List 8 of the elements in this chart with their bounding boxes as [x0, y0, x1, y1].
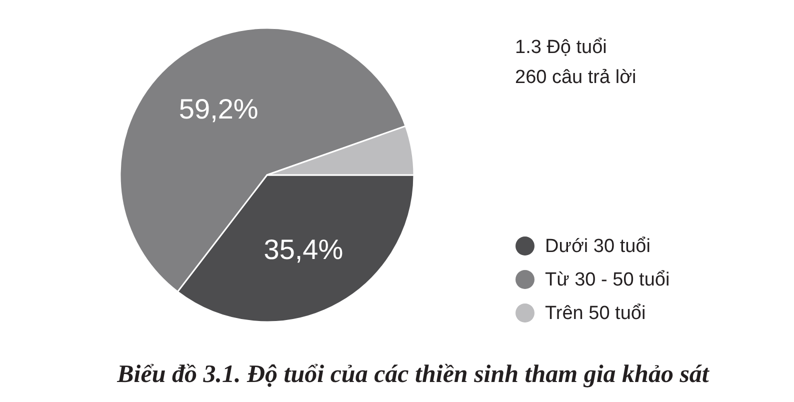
text: Biểu đồ 3.1. Độ tuổi của các thiền sinh tham gia khảo sát [116, 361, 710, 388]
data-label: 35,4% [264, 233, 344, 264]
legend-label: Từ 30 - 50 tuổi [545, 269, 670, 290]
legend-label: Trên 50 tuổi [545, 302, 646, 324]
text: 260 câu trả lời [515, 67, 636, 88]
data-label: 59,2% [178, 92, 258, 124]
legend-label: Dưới 30 tuổi [545, 236, 650, 256]
chart-title: 1.3 Độ tuổi [515, 37, 607, 58]
